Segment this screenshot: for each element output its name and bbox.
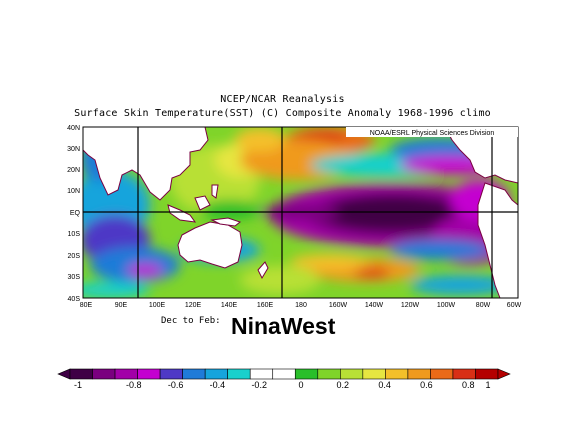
colorbar-swatch <box>114 368 138 380</box>
lon-label: 160E <box>257 302 274 309</box>
lat-label: 20S <box>68 253 81 260</box>
lat-label: 40S <box>68 296 81 303</box>
colorbar-swatch <box>452 368 476 380</box>
lon-label: 100W <box>437 302 456 309</box>
colorbar-swatch <box>430 368 454 380</box>
colorbar-swatch <box>340 368 364 380</box>
lon-label: 60W <box>507 302 522 309</box>
lon-label: 80W <box>476 302 491 309</box>
colorbar-swatch <box>92 368 116 380</box>
lon-label: 100E <box>149 302 166 309</box>
colorbar-tick-label: -0.4 <box>210 380 226 390</box>
lon-label: 120E <box>185 302 202 309</box>
composite-name: NinaWest <box>231 313 336 339</box>
colorbar-swatch <box>159 368 183 380</box>
lon-label: 180 <box>295 302 307 309</box>
anomaly-field <box>83 127 518 298</box>
colorbar-tick-label: -0.8 <box>126 380 142 390</box>
colorbar-tick-label: 0.8 <box>462 380 475 390</box>
colorbar-tick-label: 0.6 <box>420 380 433 390</box>
colorbar-tick-label: 0.4 <box>378 380 391 390</box>
colorbar-swatch <box>385 368 409 380</box>
colorbar-swatch <box>227 368 251 380</box>
colorbar-swatch <box>137 368 161 380</box>
colorbar-right-arrow <box>497 368 511 380</box>
lat-label: EQ <box>70 210 81 217</box>
colorbar-swatch <box>407 368 431 380</box>
colorbar-tick-label: 0.2 <box>337 380 350 390</box>
colorbar-tick-label: -0.6 <box>168 380 184 390</box>
colorbar-tick-label: -0.2 <box>251 380 267 390</box>
lat-label: 10N <box>67 188 80 195</box>
lat-label: 20N <box>67 167 80 174</box>
colorbar-swatch <box>69 368 93 380</box>
lat-label: 10S <box>68 231 81 238</box>
colorbar-swatch <box>182 368 206 380</box>
colorbar <box>57 368 511 380</box>
lat-label: 40N <box>67 125 80 132</box>
colorbar-swatch <box>294 368 319 380</box>
figure-title: NCEP/NCAR Reanalysis <box>220 94 345 105</box>
figure-subtitle: Surface Skin Temperature(SST) (C) Compos… <box>74 108 491 119</box>
colorbar-labels: -1 -0.8 -0.6 -0.4 -0.2 0 0.2 0.4 0.6 0.8 1 <box>74 380 491 390</box>
lat-axis: 40N 30N 20N 10N EQ 10S 20S 30S 40S <box>67 125 80 303</box>
credit-text: NOAA/ESRL Physical Sciences Division <box>370 130 495 137</box>
colorbar-tick-label: 1 <box>485 380 490 390</box>
lon-label: 140E <box>221 302 238 309</box>
colorbar-tick-label: 0 <box>298 380 303 390</box>
lon-label: 140W <box>365 302 384 309</box>
colorbar-tick-label: -1 <box>74 380 82 390</box>
lon-axis: 80E 90E 100E 120E 140E 160E 180 160W 140… <box>80 302 522 309</box>
lon-label: 120W <box>401 302 420 309</box>
lat-label: 30N <box>67 146 80 153</box>
lon-label: 80E <box>80 302 93 309</box>
lon-label: 160W <box>329 302 348 309</box>
lat-label: 30S <box>68 274 81 281</box>
credit-box <box>346 127 518 137</box>
colorbar-swatch <box>272 368 296 380</box>
colorbar-left-arrow <box>57 368 71 380</box>
lon-label: 90E <box>115 302 128 309</box>
colorbar-swatch <box>362 368 386 380</box>
colorbar-swatch <box>249 368 274 380</box>
season-label: Dec to Feb: <box>161 316 221 326</box>
map-grid <box>82 126 519 299</box>
colorbar-swatch <box>475 368 499 380</box>
colorbar-swatch <box>317 368 341 380</box>
colorbar-swatch <box>204 368 228 380</box>
